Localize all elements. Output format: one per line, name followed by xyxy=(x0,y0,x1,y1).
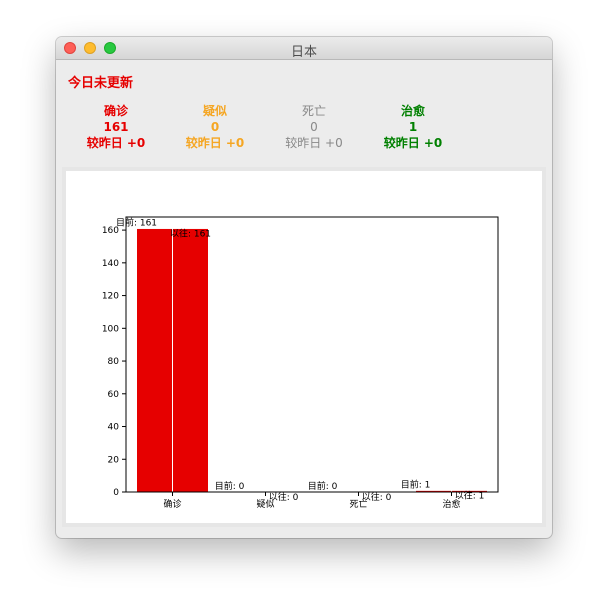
x-tick-label: 确诊 xyxy=(163,498,181,510)
stat-delta: 较昨日 +0 xyxy=(76,135,156,151)
stat-label: 确诊 xyxy=(76,103,156,119)
stat-suspected: 疑似 0 较昨日 +0 xyxy=(175,103,255,151)
stats-panel: 今日未更新 确诊 161 较昨日 +0 疑似 0 较昨日 +0 死亡 0 较昨日… xyxy=(62,66,546,157)
y-tick-label: 100 xyxy=(102,324,119,334)
previous-value-label: 以往: 0 xyxy=(362,491,392,503)
stat-deaths: 死亡 0 较昨日 +0 xyxy=(274,103,354,151)
y-tick-label: 40 xyxy=(108,423,120,433)
title-bar: 日本 xyxy=(56,37,552,60)
y-tick-label: 0 xyxy=(113,488,119,498)
y-tick-label: 20 xyxy=(108,455,120,465)
stat-value: 1 xyxy=(373,119,453,135)
current-value-label: 目前: 1 xyxy=(401,478,431,490)
stat-value: 0 xyxy=(274,119,354,135)
app-window: 日本 今日未更新 确诊 161 较昨日 +0 疑似 0 较昨日 +0 死亡 0 … xyxy=(56,37,552,538)
update-status: 今日未更新 xyxy=(68,72,133,91)
stat-confirmed: 确诊 161 较昨日 +0 xyxy=(76,103,156,151)
stat-label: 治愈 xyxy=(373,103,453,119)
chart-bar xyxy=(173,228,209,492)
stat-label: 死亡 xyxy=(274,103,354,119)
stat-delta: 较昨日 +0 xyxy=(373,135,453,151)
stat-value: 161 xyxy=(76,119,156,135)
stat-delta: 较昨日 +0 xyxy=(175,135,255,151)
current-value-label: 目前: 161 xyxy=(116,216,157,228)
stat-value: 0 xyxy=(175,119,255,135)
y-tick-label: 80 xyxy=(108,357,120,367)
stat-delta: 较昨日 +0 xyxy=(274,135,354,151)
y-tick-label: 120 xyxy=(102,292,119,302)
y-tick-label: 140 xyxy=(102,259,119,269)
current-value-label: 目前: 0 xyxy=(308,480,338,492)
stat-recovered: 治愈 1 较昨日 +0 xyxy=(373,103,453,151)
y-tick-label: 60 xyxy=(108,390,120,400)
chart-bar xyxy=(137,228,173,492)
window-title: 日本 xyxy=(56,41,552,60)
chart-area: 0 20 40 60 80 100 120 140 160 确诊 疑似 死亡 治愈 目前: 161 以往: … xyxy=(62,167,546,527)
previous-value-label: 以往: 1 xyxy=(455,489,485,501)
stat-label: 疑似 xyxy=(175,103,255,119)
previous-value-label: 以往: 0 xyxy=(269,491,299,503)
current-value-label: 目前: 0 xyxy=(215,480,245,492)
previous-value-label: 以往: 161 xyxy=(170,227,211,239)
